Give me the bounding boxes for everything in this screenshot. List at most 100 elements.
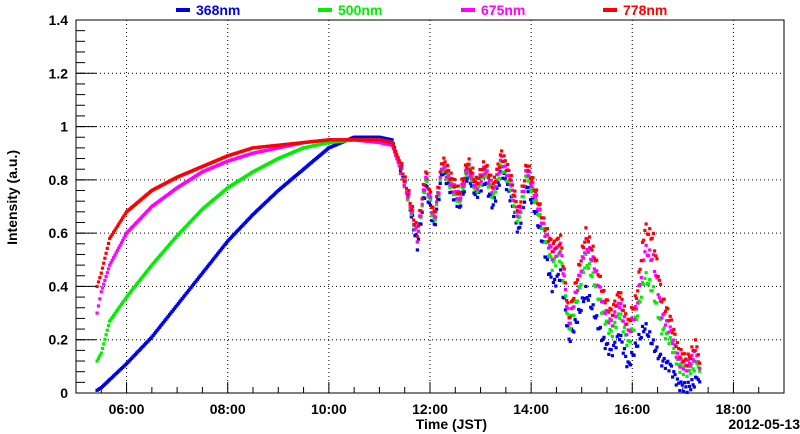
data-point bbox=[591, 271, 595, 275]
data-point bbox=[551, 260, 556, 264]
data-point bbox=[572, 296, 576, 301]
data-point bbox=[578, 274, 582, 278]
data-point bbox=[492, 196, 497, 200]
data-point bbox=[655, 345, 659, 349]
data-point bbox=[471, 174, 475, 178]
data-point bbox=[448, 190, 452, 195]
data-point bbox=[563, 287, 568, 291]
data-point bbox=[691, 367, 695, 371]
data-point bbox=[562, 296, 566, 300]
data-point bbox=[556, 236, 560, 240]
data-point bbox=[480, 168, 484, 172]
data-point bbox=[518, 225, 522, 230]
data-point bbox=[435, 195, 439, 199]
data-point bbox=[532, 209, 536, 214]
data-point bbox=[679, 348, 683, 352]
data-point bbox=[489, 193, 493, 197]
data-point bbox=[671, 331, 675, 335]
data-point bbox=[675, 377, 680, 381]
data-point bbox=[632, 317, 636, 322]
data-point bbox=[602, 299, 606, 303]
data-point bbox=[668, 325, 672, 329]
data-point bbox=[667, 330, 671, 334]
data-point bbox=[433, 218, 438, 222]
data-point bbox=[416, 237, 421, 241]
data-point bbox=[663, 366, 667, 371]
data-point bbox=[633, 304, 637, 309]
data-point bbox=[415, 240, 419, 244]
data-point bbox=[422, 183, 427, 187]
data-point bbox=[678, 388, 682, 393]
data-point bbox=[555, 274, 559, 278]
data-point bbox=[646, 334, 651, 338]
data-point bbox=[531, 176, 535, 180]
data-point bbox=[575, 288, 580, 293]
data-point bbox=[106, 267, 111, 271]
data-point bbox=[549, 255, 553, 259]
data-point bbox=[104, 251, 108, 255]
data-point bbox=[392, 147, 397, 151]
data-point bbox=[648, 278, 652, 282]
data-point bbox=[491, 187, 495, 191]
data-point bbox=[117, 306, 121, 310]
legend: 368nm 500nm 675nm 778nm bbox=[176, 2, 667, 18]
data-point bbox=[565, 305, 569, 309]
data-point bbox=[110, 258, 114, 262]
data-point bbox=[662, 326, 666, 330]
data-point bbox=[495, 167, 499, 171]
data-point bbox=[118, 243, 122, 248]
data-point bbox=[518, 204, 522, 208]
data-point bbox=[646, 282, 651, 287]
data-point bbox=[618, 316, 622, 320]
data-point bbox=[674, 383, 678, 387]
data-point bbox=[646, 232, 651, 236]
data-point bbox=[610, 354, 615, 358]
data-point bbox=[668, 362, 672, 366]
data-point bbox=[502, 154, 506, 158]
data-point bbox=[494, 179, 498, 183]
data-point bbox=[538, 225, 542, 229]
data-point bbox=[519, 221, 523, 225]
data-point bbox=[451, 184, 456, 189]
data-point bbox=[685, 390, 689, 394]
data-point bbox=[409, 215, 413, 219]
data-point bbox=[122, 299, 126, 303]
y-tick-label: 0.4 bbox=[49, 278, 69, 294]
data-point bbox=[642, 329, 646, 334]
data-point bbox=[404, 190, 409, 194]
data-point bbox=[553, 277, 557, 282]
data-point bbox=[397, 164, 401, 168]
data-point bbox=[400, 164, 404, 169]
data-point bbox=[483, 166, 487, 171]
data-point bbox=[622, 315, 627, 319]
data-point bbox=[667, 369, 671, 373]
data-point bbox=[102, 282, 106, 286]
data-point bbox=[515, 214, 519, 218]
data-point bbox=[391, 144, 395, 148]
data-point bbox=[684, 385, 688, 389]
data-point bbox=[451, 192, 456, 197]
data-point bbox=[410, 204, 415, 209]
data-point bbox=[586, 266, 590, 270]
data-point bbox=[673, 332, 677, 336]
data-point bbox=[578, 310, 582, 314]
data-point bbox=[105, 328, 109, 332]
data-point bbox=[469, 184, 474, 188]
data-point bbox=[691, 383, 695, 387]
data-point bbox=[112, 256, 116, 260]
y-axis-title: Intensity (a.u.) bbox=[4, 150, 20, 245]
data-point bbox=[648, 227, 652, 231]
data-point bbox=[398, 169, 403, 173]
data-point bbox=[695, 345, 699, 349]
data-point bbox=[433, 223, 438, 227]
data-point bbox=[473, 193, 477, 197]
data-point bbox=[632, 328, 636, 332]
data-point bbox=[643, 250, 647, 254]
data-point bbox=[534, 193, 539, 197]
data-point bbox=[560, 254, 564, 258]
data-point bbox=[445, 163, 450, 168]
data-point bbox=[696, 377, 700, 382]
data-point bbox=[528, 198, 533, 202]
data-point bbox=[507, 168, 511, 173]
